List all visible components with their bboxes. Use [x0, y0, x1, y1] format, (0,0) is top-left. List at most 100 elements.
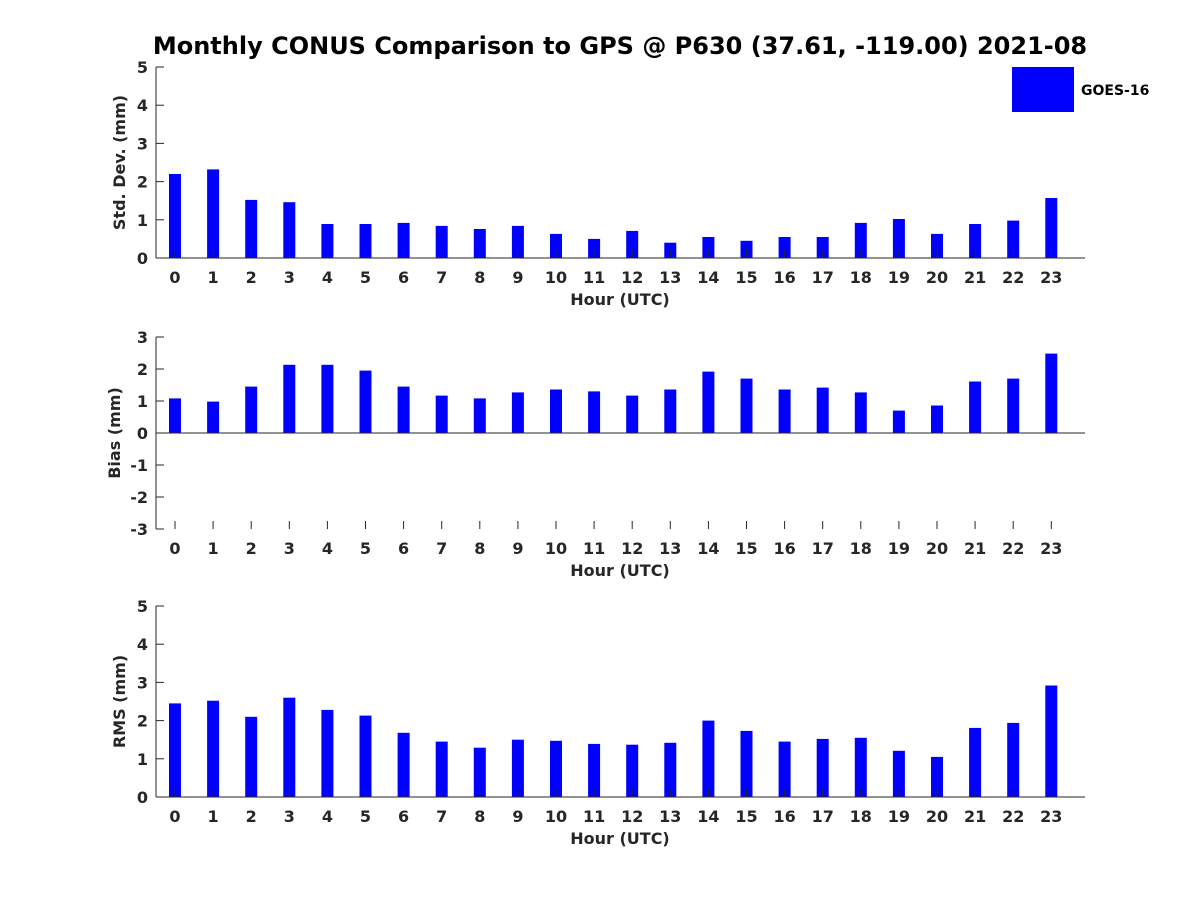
y-tick-label-0: 0 — [137, 249, 148, 268]
bar-panel1-hour-21 — [969, 224, 982, 258]
x-axis-label: Hour (UTC) — [570, 290, 670, 309]
x-tick-label-17: 17 — [812, 268, 834, 287]
bar-panel3-hour-2 — [245, 716, 258, 797]
y-tick-label-0: 0 — [137, 788, 148, 807]
bar-panel1-hour-7 — [435, 225, 448, 258]
x-tick-label-1: 1 — [208, 539, 219, 558]
x-tick-label-18: 18 — [850, 807, 872, 826]
x-tick-label-3: 3 — [284, 539, 295, 558]
x-tick-label-13: 13 — [659, 268, 681, 287]
x-tick-label-9: 9 — [512, 807, 523, 826]
bar-panel3-hour-5 — [359, 715, 372, 797]
chart-title: Monthly CONUS Comparison to GPS @ P630 (… — [153, 32, 1087, 60]
bar-panel3-hour-7 — [435, 741, 448, 797]
bar-panel1-hour-11 — [588, 238, 601, 258]
x-tick-label-18: 18 — [850, 539, 872, 558]
bar-panel2-hour-8 — [473, 398, 486, 433]
bar-panel1-hour-19 — [892, 219, 905, 258]
x-tick-label-19: 19 — [888, 268, 910, 287]
bar-panel2-hour-1 — [207, 401, 220, 433]
x-tick-label-14: 14 — [697, 268, 719, 287]
x-tick-label-10: 10 — [545, 807, 567, 826]
x-axis-label: Hour (UTC) — [570, 829, 670, 848]
y-tick-label--3: -3 — [130, 520, 148, 539]
bar-panel1-hour-0 — [169, 174, 181, 258]
y-axis-label: Std. Dev. (mm) — [110, 95, 129, 230]
x-tick-label-0: 0 — [169, 268, 180, 287]
bar-panel3-hour-6 — [397, 732, 410, 797]
y-axis-label: Bias (mm) — [105, 387, 124, 479]
bar-panel1-hour-10 — [550, 233, 562, 258]
bar-panel3-hour-4 — [321, 709, 334, 797]
x-tick-label-21: 21 — [964, 807, 986, 826]
x-tick-label-15: 15 — [735, 268, 757, 287]
legend-label-goes-16: GOES-16 — [1081, 83, 1149, 99]
x-tick-label-22: 22 — [1002, 539, 1024, 558]
bar-panel3-hour-22 — [1007, 722, 1020, 797]
bar-panel2-hour-13 — [664, 389, 677, 433]
x-tick-label-22: 22 — [1002, 268, 1024, 287]
bar-panel3-hour-15 — [740, 730, 753, 797]
x-axis-label: Hour (UTC) — [570, 561, 670, 580]
bar-panel1-hour-18 — [854, 222, 867, 258]
x-tick-label-1: 1 — [208, 807, 219, 826]
x-tick-label-7: 7 — [436, 539, 447, 558]
x-tick-label-23: 23 — [1040, 268, 1062, 287]
x-tick-label-20: 20 — [926, 807, 948, 826]
x-tick-label-6: 6 — [398, 268, 409, 287]
x-tick-label-15: 15 — [735, 807, 757, 826]
bar-panel1-hour-14 — [702, 237, 715, 258]
x-tick-label-21: 21 — [964, 539, 986, 558]
legend-swatch-goes-16 — [1012, 67, 1074, 112]
bar-panel1-hour-20 — [931, 233, 943, 258]
bar-panel2-hour-22 — [1007, 378, 1020, 433]
bar-panel3-hour-16 — [778, 741, 791, 797]
bar-panel3-hour-10 — [550, 740, 562, 797]
y-tick-label-3: 3 — [137, 134, 148, 153]
y-tick-label-1: 1 — [137, 750, 148, 769]
x-tick-label-11: 11 — [583, 539, 605, 558]
y-tick-label-2: 2 — [137, 173, 148, 192]
bar-panel3-hour-0 — [169, 703, 181, 797]
x-tick-label-0: 0 — [169, 807, 180, 826]
y-tick-label-1: 1 — [137, 392, 148, 411]
x-tick-label-13: 13 — [659, 807, 681, 826]
x-tick-label-21: 21 — [964, 268, 986, 287]
x-tick-label-2: 2 — [246, 539, 257, 558]
bar-panel2-hour-15 — [740, 378, 753, 433]
bar-panel1-hour-23 — [1045, 198, 1058, 258]
bar-panel2-hour-0 — [169, 398, 181, 433]
bar-panel1-hour-9 — [511, 225, 524, 258]
x-tick-label-1: 1 — [208, 268, 219, 287]
x-tick-label-14: 14 — [697, 807, 719, 826]
bar-panel2-hour-11 — [588, 391, 601, 433]
bar-panel1-hour-5 — [359, 224, 372, 258]
y-axis-label: RMS (mm) — [110, 655, 129, 748]
bar-panel1-hour-22 — [1007, 220, 1020, 258]
bar-panel3-hour-19 — [892, 750, 905, 797]
bar-panel3-hour-18 — [854, 737, 867, 797]
bar-panel3-hour-8 — [473, 747, 486, 797]
bar-panel2-hour-7 — [435, 395, 448, 433]
bar-panel3-hour-17 — [816, 738, 829, 797]
y-tick-label-3: 3 — [137, 673, 148, 692]
y-tick-label-0: 0 — [137, 424, 148, 443]
x-tick-label-5: 5 — [360, 268, 371, 287]
x-tick-label-13: 13 — [659, 539, 681, 558]
x-tick-label-23: 23 — [1040, 539, 1062, 558]
y-tick-label-5: 5 — [137, 58, 148, 77]
x-tick-label-4: 4 — [322, 268, 333, 287]
x-tick-label-20: 20 — [926, 539, 948, 558]
panel-2: 0 1 2 3 4 5 6 7 8 9 10 11 12 13 14 15 16 17 18 19 20 21 22 23-3… — [105, 328, 1085, 580]
bar-panel3-hour-13 — [664, 742, 677, 797]
bar-panel1-hour-4 — [321, 224, 334, 258]
bar-panel2-hour-23 — [1045, 353, 1058, 433]
bar-panel3-hour-23 — [1045, 685, 1058, 797]
bar-panel1-hour-3 — [283, 202, 296, 258]
x-tick-label-7: 7 — [436, 268, 447, 287]
x-tick-label-12: 12 — [621, 268, 643, 287]
bar-panel2-hour-21 — [969, 381, 982, 433]
y-tick-label-4: 4 — [137, 96, 148, 115]
y-tick-label--1: -1 — [130, 456, 148, 475]
